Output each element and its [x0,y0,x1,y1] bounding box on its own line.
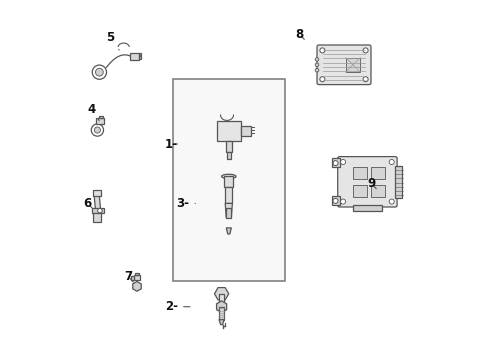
Circle shape [91,124,103,136]
Polygon shape [133,282,141,291]
Circle shape [389,159,394,165]
Bar [225,187,232,203]
Bar [139,53,141,55]
Circle shape [315,68,319,72]
Text: 8: 8 [295,28,304,41]
Bar [353,167,368,179]
Polygon shape [217,301,227,312]
Polygon shape [94,195,100,209]
Circle shape [389,199,394,204]
Text: 9: 9 [368,177,376,190]
Bar [371,167,386,179]
Text: 6: 6 [84,197,93,210]
Ellipse shape [221,174,236,179]
Bar [131,276,134,280]
Polygon shape [225,203,232,218]
Circle shape [320,48,325,53]
Bar [135,273,139,275]
Circle shape [92,65,106,79]
Bar [96,118,103,124]
Bar [371,185,386,197]
Circle shape [341,159,345,165]
Text: 1-: 1- [165,138,178,150]
Bar [173,79,285,281]
Bar [219,294,224,303]
Text: 4: 4 [87,103,99,121]
Bar [332,158,340,167]
Bar [227,152,231,159]
Circle shape [315,63,319,67]
Circle shape [363,48,368,53]
Circle shape [98,208,102,213]
FancyBboxPatch shape [317,45,371,85]
Text: 5: 5 [106,31,119,50]
Bar [94,190,100,197]
Circle shape [333,198,338,203]
Circle shape [96,68,103,76]
Circle shape [95,127,100,133]
Polygon shape [226,228,231,234]
Bar [219,307,224,320]
Bar [332,196,340,205]
Bar [225,141,232,152]
Bar [224,176,233,187]
Text: 7: 7 [124,270,133,283]
Bar [139,56,141,59]
Bar [129,53,139,60]
Bar [353,185,368,197]
FancyBboxPatch shape [338,157,397,207]
Bar [99,116,102,118]
Bar [353,205,382,211]
Circle shape [341,199,345,204]
Circle shape [315,58,319,61]
Bar [94,212,100,222]
Circle shape [333,161,338,166]
Polygon shape [219,320,224,325]
Polygon shape [215,288,229,300]
Text: 3-: 3- [176,197,196,210]
Circle shape [363,77,368,82]
Bar [226,208,231,218]
Bar [395,166,402,198]
Bar [241,126,250,136]
Bar [134,275,140,280]
Bar [346,58,360,72]
Bar [217,121,241,141]
Circle shape [320,77,325,82]
Text: 2-: 2- [165,300,190,313]
Bar [92,208,104,212]
